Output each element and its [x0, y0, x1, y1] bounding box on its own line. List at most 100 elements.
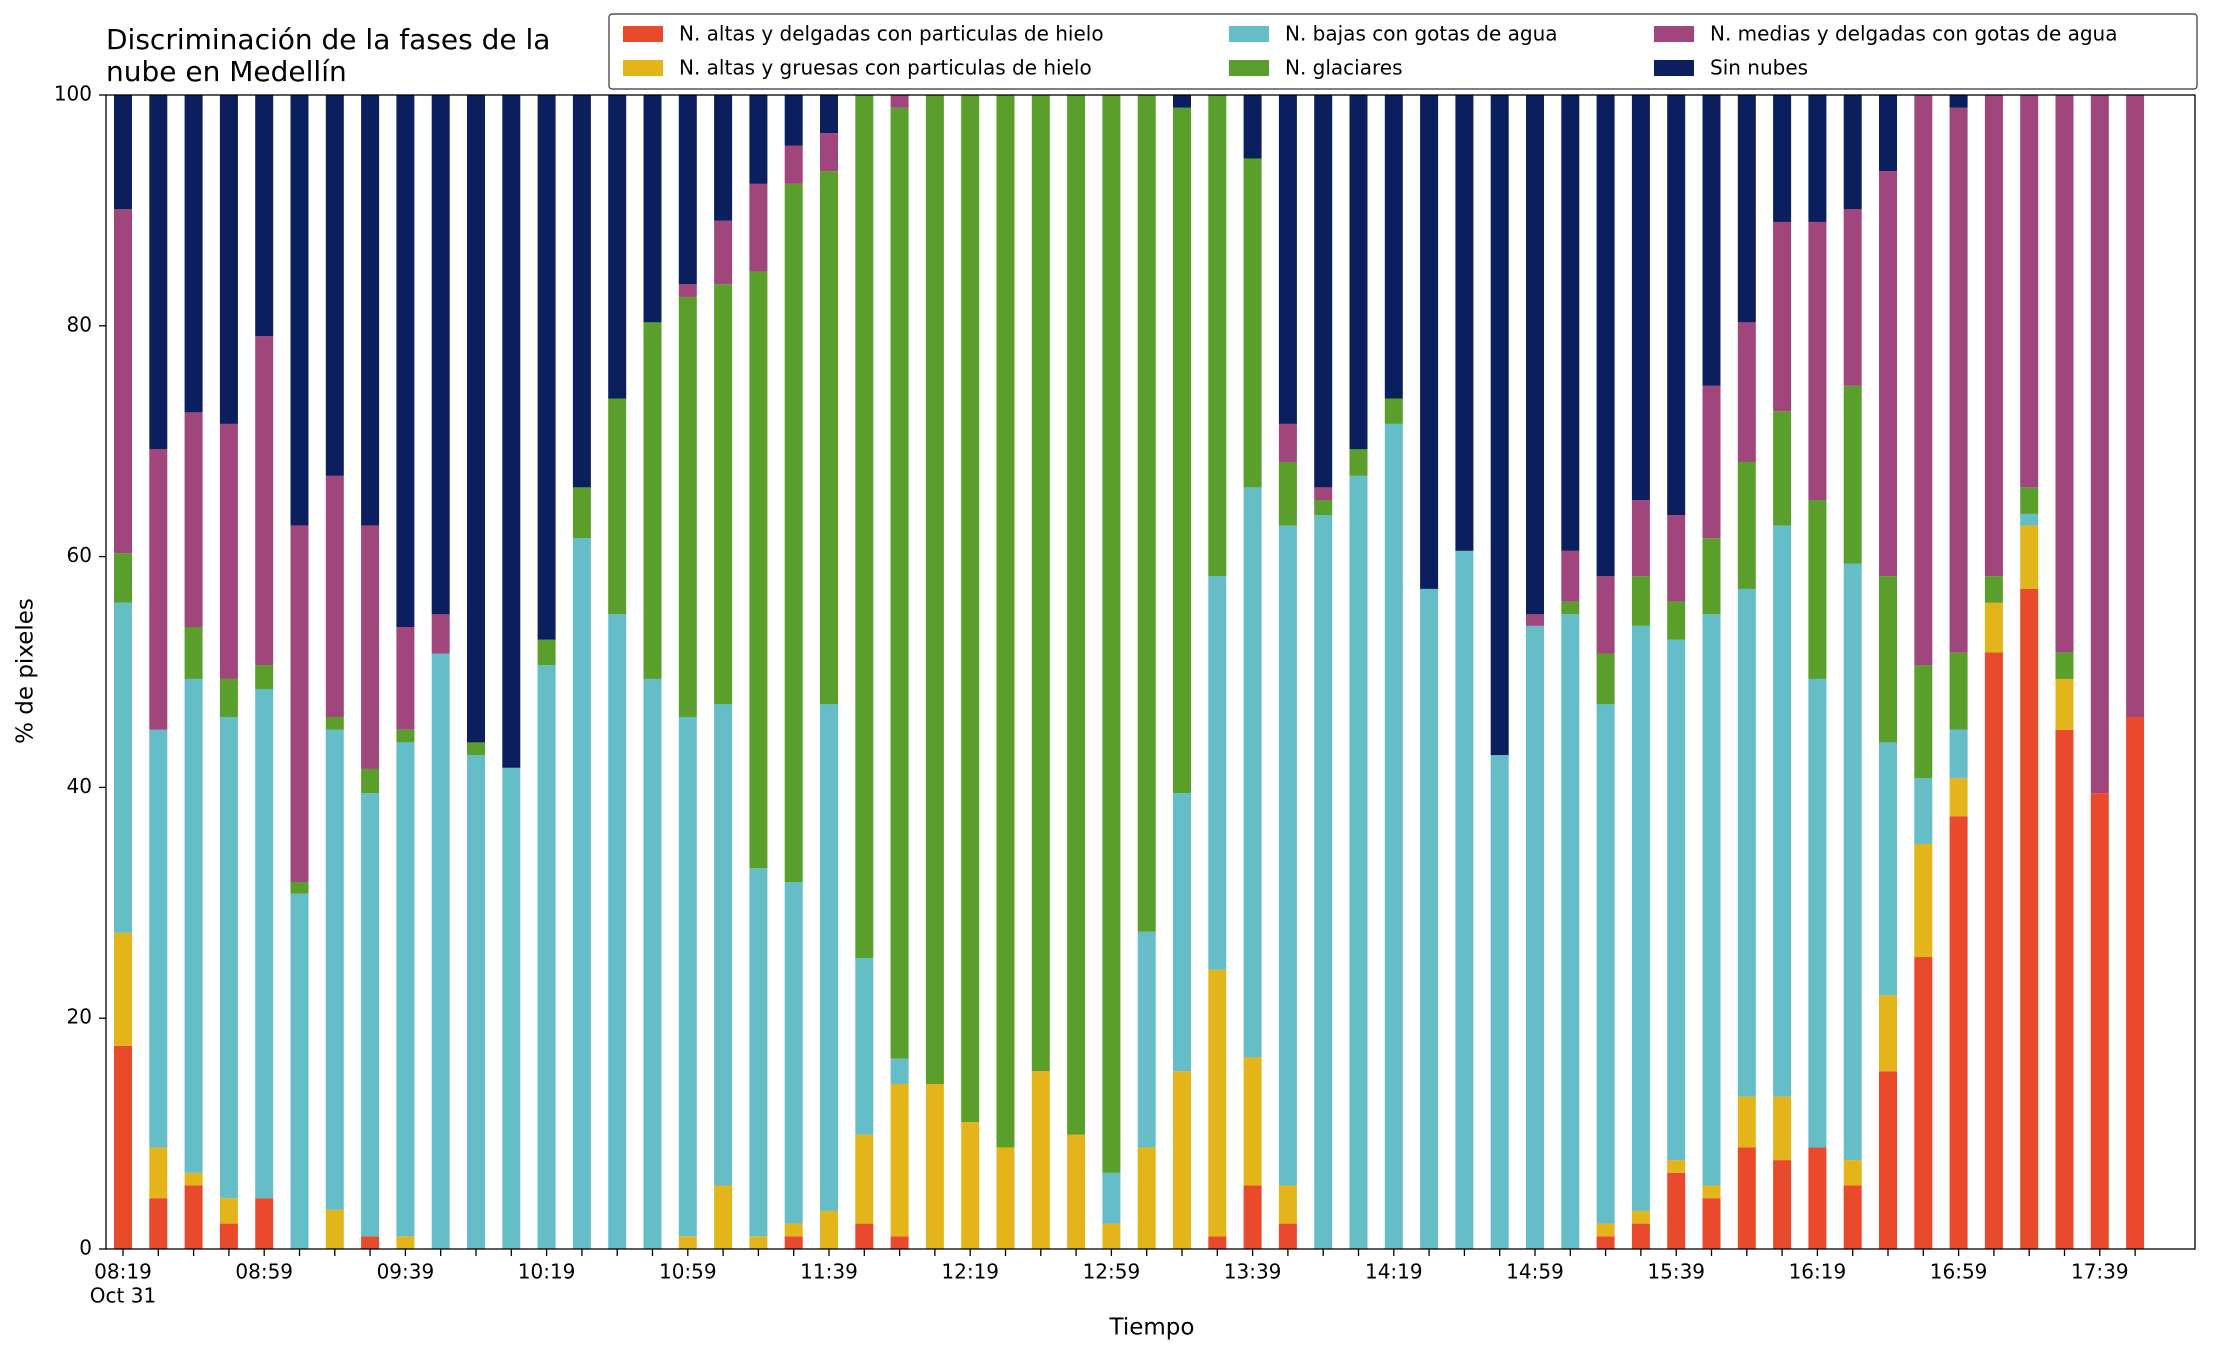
bar-segment [1631, 625, 1650, 1211]
y-tick-label: 0 [79, 1236, 92, 1260]
bar-segment [855, 1223, 874, 1249]
bar-segment [2020, 513, 2039, 526]
bar-segment [1278, 423, 1297, 462]
bar-segment [1208, 95, 1227, 577]
bar-segment [1596, 576, 1615, 654]
bar-segment [678, 284, 697, 297]
legend-label: N. medias y delgadas con gotas de agua [1710, 22, 2118, 46]
bar-segment [678, 296, 697, 718]
bar-segment [1384, 95, 1403, 399]
bar-segment [219, 1223, 238, 1249]
legend-swatch [623, 26, 663, 42]
bar-segment [1914, 95, 1933, 666]
bar-segment [502, 95, 521, 768]
bar-segment [890, 107, 909, 1059]
x-tick-label: 16:59 [1930, 1260, 1988, 1284]
bar-segment [325, 717, 344, 730]
bar-segment [1702, 385, 1721, 539]
bar-segment [572, 95, 591, 488]
bar-segment [1984, 95, 2003, 577]
bar-segment [1808, 95, 1827, 222]
bar-segment [184, 626, 203, 679]
bar-segment [1879, 995, 1897, 1072]
bar-segment [1737, 322, 1756, 462]
bar-segment [1102, 95, 1121, 1173]
bar-segment [1455, 95, 1474, 551]
y-tick-label: 60 [67, 543, 92, 567]
bar-segment [1526, 625, 1544, 1249]
bar-segment [1773, 95, 1792, 222]
bar-segment [1949, 95, 1968, 108]
bar-segment [1737, 95, 1756, 323]
legend-label: N. altas y gruesas con particulas de hie… [679, 56, 1092, 80]
bar-segment [1843, 95, 1862, 210]
bar-segment [396, 742, 415, 1237]
bar-segment [1278, 1185, 1297, 1224]
bar-segment [184, 1172, 203, 1186]
legend-swatch [1229, 60, 1269, 76]
bar-segment [1173, 793, 1191, 1072]
bar-segment [114, 553, 132, 603]
bar-segment [2055, 95, 2074, 653]
y-tick-label: 80 [67, 312, 92, 336]
bar-segment [1702, 1185, 1721, 1199]
bar-segment [361, 95, 380, 526]
chart-title: nube en Medellín [106, 55, 347, 88]
bar-segment [361, 1236, 380, 1249]
bar-segment [290, 95, 309, 526]
bar-segment [1596, 95, 1615, 577]
bar-segment [114, 95, 132, 210]
bar-segment [255, 336, 274, 666]
date-label: Oct 31 [90, 1284, 156, 1308]
bar-segment [925, 95, 944, 1084]
bar-segment [1914, 778, 1933, 844]
y-tick-label: 100 [54, 82, 92, 106]
bar-segment [1384, 423, 1403, 1249]
bar-segment [2020, 588, 2039, 1249]
bar-segment [714, 220, 733, 285]
x-tick-label: 12:19 [941, 1260, 999, 1284]
bar-segment [290, 893, 309, 1249]
bar-segment [1879, 171, 1897, 577]
bar-segment [361, 768, 380, 794]
bar-segment [1879, 576, 1897, 743]
bar-segment [1173, 107, 1191, 794]
x-tick-label: 16:19 [1789, 1260, 1847, 1284]
bar-segment [114, 1045, 132, 1249]
bar-segment [1631, 500, 1650, 577]
bar-segment [678, 717, 697, 1237]
bar-segment [890, 95, 909, 108]
bar-segment [572, 487, 591, 539]
bar-segment [1949, 107, 1968, 653]
bar-segment [361, 525, 380, 769]
bar-segment [749, 868, 768, 1237]
legend-label: N. altas y delgadas con particulas de hi… [679, 22, 1104, 46]
bar-segment [1737, 461, 1756, 589]
bar-segment [749, 95, 768, 184]
legend-swatch [1654, 60, 1694, 76]
y-tick-label: 40 [67, 774, 92, 798]
bar-segment [1349, 449, 1368, 476]
bar-segment [219, 423, 238, 679]
bar-segment [1208, 576, 1227, 970]
bar-segment [290, 525, 309, 883]
bar-segment [643, 678, 662, 1249]
bar-segment [1879, 742, 1897, 996]
bar-segment [1596, 1223, 1615, 1237]
bar-segment [1702, 614, 1721, 1186]
bar-segment [1596, 704, 1615, 1224]
bar-segment [1490, 755, 1509, 1249]
x-tick-label: 08:19 [94, 1260, 152, 1284]
legend-swatch [1654, 26, 1694, 42]
bar-segment [1526, 95, 1544, 615]
bar-segment [1984, 576, 2003, 603]
bar-segment [1420, 95, 1439, 589]
bar-segment [1314, 487, 1333, 501]
bar-segment [537, 665, 556, 1249]
bar-segment [537, 95, 556, 640]
bar-segment [1879, 95, 1897, 172]
bar-segment [219, 717, 238, 1199]
bar-segment [255, 665, 274, 690]
bar-segment [2126, 717, 2145, 1249]
